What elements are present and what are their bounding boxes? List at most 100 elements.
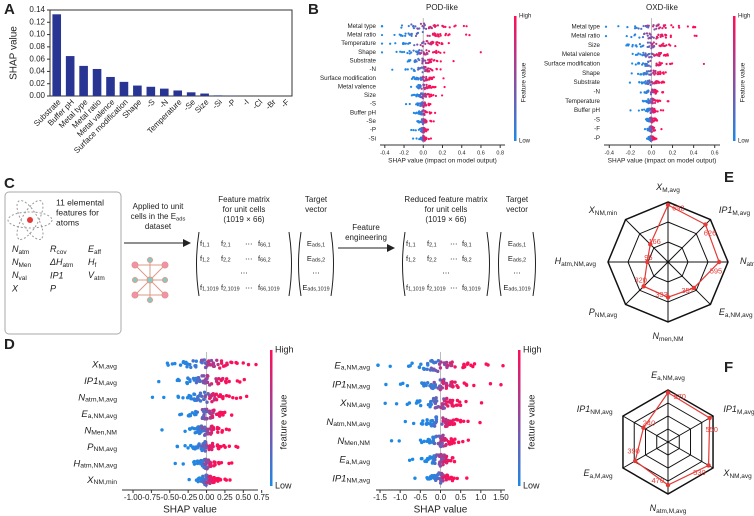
swarm-dot [643,91,646,94]
radar-value-label: 240 [643,418,656,427]
x-tick-label: 0.4 [458,150,466,156]
swarm-dot [645,64,648,67]
text-part: f [406,283,409,292]
swarm-dot [224,427,229,431]
swarm-dot [668,62,672,65]
swarm-dot [501,364,505,368]
chart-title: POD-like [426,3,459,12]
swarm-dot [658,61,661,64]
swarm-dot [209,358,214,363]
matrix-entry: ⋯ [240,268,248,277]
swarm-dot [413,59,416,62]
swarm-dot [657,23,660,26]
swarm-dot [202,397,206,402]
subscript: Men [19,262,32,269]
swarm-dot [160,428,164,432]
swarm-dot [648,45,651,48]
text-part: X [86,474,94,485]
swarm-dot [188,362,192,367]
swarm-dot [655,35,659,38]
x-tick-label: -1.0 [393,493,407,502]
feature-label: -P [370,127,376,134]
subscript: aff [94,249,101,256]
swarm-dot [634,63,637,66]
x-tick-label: 0.4 [690,150,698,156]
swarm-dot [185,365,189,369]
swarm-dot [422,25,425,28]
y-tick-label: 0.06 [29,54,45,63]
feature-symbol: Nval [12,270,27,281]
swarm-dot [645,109,648,112]
swarm-dot [451,418,456,422]
swarm-dot [227,428,231,432]
swarm-dot [639,73,643,76]
swarm-dot [453,25,456,28]
text-part: X [91,359,99,370]
swarm-dot [444,25,447,28]
swarm-dot [212,408,216,412]
swarm-dot [254,362,258,367]
swarm-dot [419,137,422,140]
swarm-dot [200,459,204,463]
swarm-dot [432,120,435,123]
swarm-dot [654,69,657,73]
swarm-dot [650,52,653,55]
subscript: atm [63,262,74,269]
swarm-dot [388,364,392,369]
swarm-dot [449,363,453,368]
swarm-dot [203,462,207,466]
swarm-dot [436,405,441,409]
radar-axis-label: XM,avg [655,182,680,193]
radar-point [665,295,671,300]
matrix-entry: ⋯ [245,283,253,292]
swarm-dot [219,361,224,365]
swarm-dot [410,23,413,26]
swarm-dot [488,382,493,386]
colorbar [514,16,517,141]
swarm-dot [655,89,658,93]
text-part: f [200,239,203,248]
swarm-dot [437,362,442,366]
swarm-dot [645,90,648,93]
swarm-dot [205,400,209,404]
radar-spoke [667,441,714,469]
swarm-dot [400,51,404,54]
text-part: IP1 [723,404,737,414]
text-part: E [508,239,513,248]
swarm-dot [199,479,203,483]
swarm-dot [186,446,190,450]
swarm-dot [649,138,653,141]
bracket [196,231,200,297]
text-part: f [200,254,203,263]
swarm-dot [194,363,198,368]
swarm-dot [404,103,408,106]
swarm-dot [655,80,658,83]
swarm-dot [413,69,416,73]
subscript: ads,2 [513,258,526,264]
swarm-dot [193,431,197,435]
radar-spoke [625,219,669,263]
subscript: 1,2 [408,258,416,264]
swarm-dot [190,411,195,415]
swarm-dot [424,136,427,139]
swarm-dot [229,413,234,417]
feature-label: Metal valence [562,51,601,58]
swarm-dot [384,382,388,387]
swarm-dot [244,394,249,399]
swarm-dot [201,474,205,479]
text-part: IP1 [84,375,98,386]
swarm-dot [412,49,415,52]
swarm-dot [216,446,221,451]
panel-label: F [724,359,733,376]
colorbar [270,350,273,486]
swarm-dot [223,477,227,481]
swarm-dot [625,44,628,47]
swarm-dot [415,399,419,403]
subscript: atm [94,275,105,282]
swarm-dot [666,100,669,103]
swarm-dot [641,35,645,39]
swarm-dot [235,361,239,365]
feature-label: Buffer pH [350,109,376,116]
swarm-dot [650,56,653,59]
swarm-dot [440,441,444,445]
